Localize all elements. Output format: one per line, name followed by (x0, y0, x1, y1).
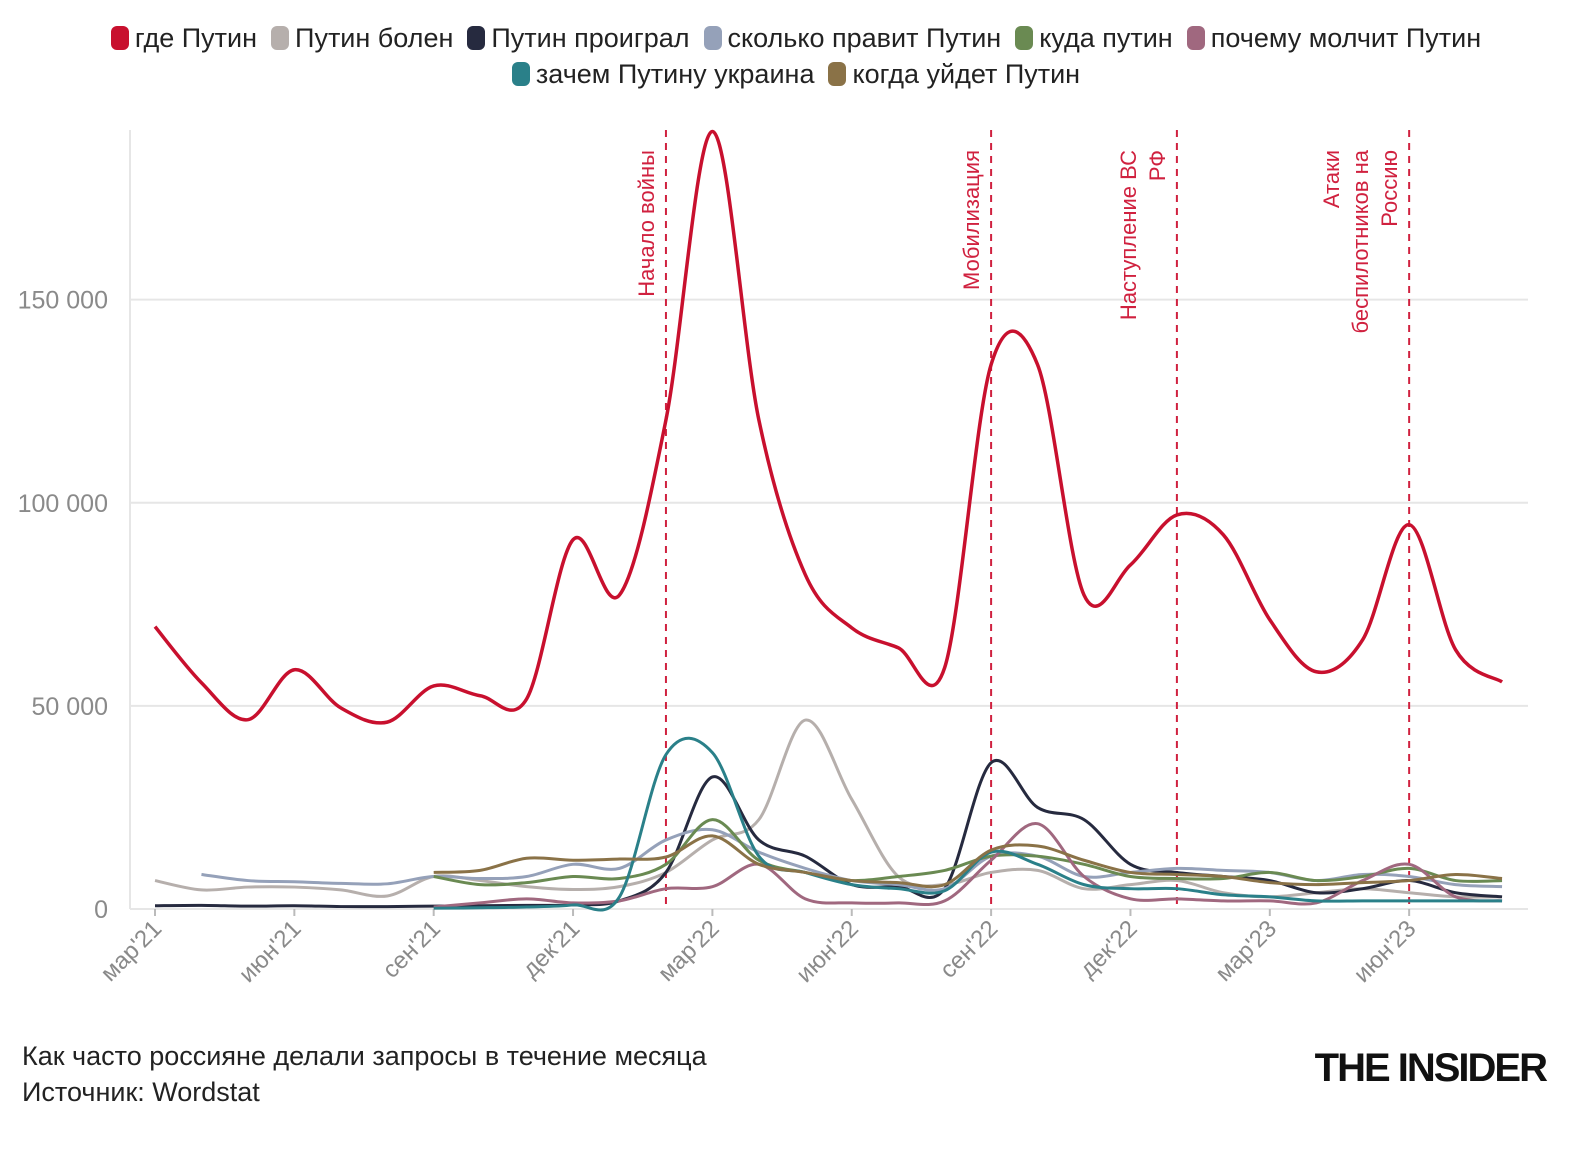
legend-item: где Путин (110, 20, 258, 56)
legend-label: когда уйдет Путин (852, 59, 1081, 89)
x-tick-label: сен'22 (935, 915, 1004, 984)
event-label: Россию (1377, 150, 1402, 227)
x-tick-label: сен'21 (377, 915, 446, 984)
legend-swatch (110, 26, 129, 50)
footer: Как часто россияне делали запросы в тече… (22, 1038, 707, 1110)
series-line-5 (433, 818, 1503, 887)
series-line-7 (433, 736, 1503, 912)
legend-item: почему молчит Путин (1186, 20, 1482, 56)
legend-swatch (828, 62, 847, 86)
series-line-6 (433, 822, 1503, 909)
series-line-1 (153, 129, 1504, 725)
legend-label: Путин болен (295, 23, 454, 53)
legend-item: Путин проиграл (467, 20, 690, 56)
legend-item: куда путин (1015, 20, 1173, 56)
legend-item: Путин болен (271, 20, 453, 56)
legend-label: зачем Путину украина (535, 59, 815, 89)
event-label: Наступление ВС (1116, 150, 1141, 320)
x-tick-label: июн'22 (791, 915, 864, 988)
legend-item: сколько правит Путин (703, 20, 1002, 56)
legend: где Путин Путин болен Путин проиграл скольк… (0, 20, 1592, 92)
y-tick-label: 50 000 (32, 693, 108, 721)
x-tick-label: июн'23 (1349, 915, 1422, 988)
caption: Как часто россияне делали запросы в тече… (22, 1041, 707, 1071)
source: Источник: Wordstat (22, 1077, 260, 1107)
legend-label: Путин проиграл (491, 23, 690, 53)
legend-item: когда уйдет Путин (828, 56, 1080, 92)
legend-label: где Путин (134, 23, 258, 53)
legend-swatch (511, 62, 530, 86)
x-tick-label: мар'21 (95, 915, 167, 987)
legend-label: сколько правит Путин (727, 23, 1002, 53)
legend-swatch (703, 26, 722, 50)
x-tick-label: дек'22 (1075, 915, 1143, 983)
legend-swatch (1186, 26, 1205, 50)
x-tick-label: июн'21 (234, 915, 307, 988)
event-label: РФ (1145, 150, 1170, 181)
series-line-8 (433, 834, 1503, 889)
legend-label: почему молчит Путин (1210, 23, 1482, 53)
y-tick-label: 0 (94, 896, 108, 924)
legend-item: зачем Путину украина (511, 56, 815, 92)
x-tick-label: дек'21 (517, 915, 585, 983)
event-label: Атаки (1319, 150, 1344, 208)
x-tick-label: мар'22 (653, 915, 725, 987)
legend-swatch (1015, 26, 1034, 50)
event-label: беспилотников на (1348, 149, 1373, 333)
the-insider-logo: THE INSIDER (1314, 1046, 1548, 1090)
y-tick-label: 100 000 (18, 490, 108, 518)
event-label: Начало войны (634, 150, 659, 297)
legend-swatch (467, 26, 486, 50)
legend-label: куда путин (1039, 23, 1173, 53)
event-label: Мобилизация (959, 150, 984, 290)
legend-swatch (271, 26, 290, 50)
x-tick-label: мар'23 (1210, 915, 1282, 987)
y-tick-label: 150 000 (18, 287, 108, 315)
